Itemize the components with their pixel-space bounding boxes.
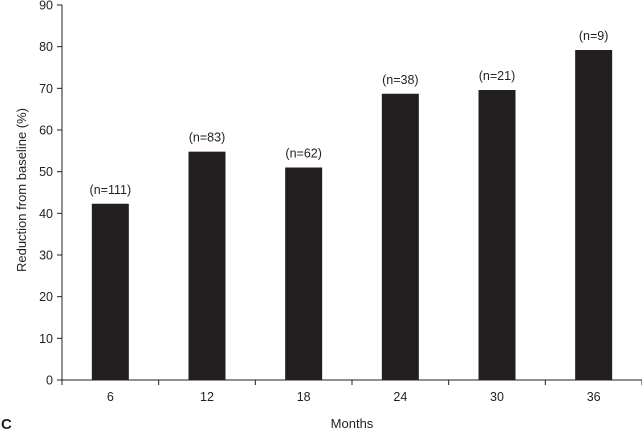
x-tick-label: 36	[587, 390, 601, 404]
bar-labels: (n=111) (n=83) (n=62) (n=38) (n=21) (n=9)	[90, 29, 609, 197]
bar	[478, 90, 516, 380]
x-tick-label: 6	[107, 390, 114, 404]
bar	[91, 203, 129, 380]
bar-data-label: (n=62)	[285, 147, 321, 161]
y-tick-label: 10	[39, 332, 53, 346]
bar-data-label: (n=111)	[90, 183, 132, 197]
y-axis: 0 10 20 30 40 50 60 70 80 90	[39, 0, 63, 388]
y-tick-label: 50	[39, 165, 53, 179]
y-tick-label: 80	[39, 40, 53, 54]
bar	[575, 50, 613, 380]
y-tick-label: 60	[39, 124, 53, 138]
y-tick-label: 0	[46, 374, 53, 388]
bars	[91, 50, 613, 380]
bar	[188, 151, 226, 380]
panel-label: C	[1, 416, 12, 429]
y-tick-label: 20	[39, 290, 53, 304]
bar	[381, 93, 419, 380]
x-tick-label: 18	[297, 390, 311, 404]
y-tick-label: 30	[39, 249, 53, 263]
bar-data-label: (n=83)	[189, 131, 225, 145]
y-tick-label: 40	[39, 207, 53, 221]
y-axis-title: Reduction from baseline (%)	[14, 108, 29, 272]
x-axis-title: Months	[331, 416, 374, 429]
y-tick-label: 90	[39, 0, 53, 13]
y-tick-label: 70	[39, 82, 53, 96]
bar-data-label: (n=9)	[579, 29, 609, 43]
x-tick-label: 30	[490, 390, 504, 404]
x-tick-label: 12	[200, 390, 214, 404]
bar-data-label: (n=38)	[382, 73, 418, 87]
bar	[285, 167, 323, 380]
x-axis: 6 12 18 24 30 36	[61, 379, 642, 404]
bar-data-label: (n=21)	[479, 69, 515, 83]
x-tick-label: 24	[393, 390, 407, 404]
